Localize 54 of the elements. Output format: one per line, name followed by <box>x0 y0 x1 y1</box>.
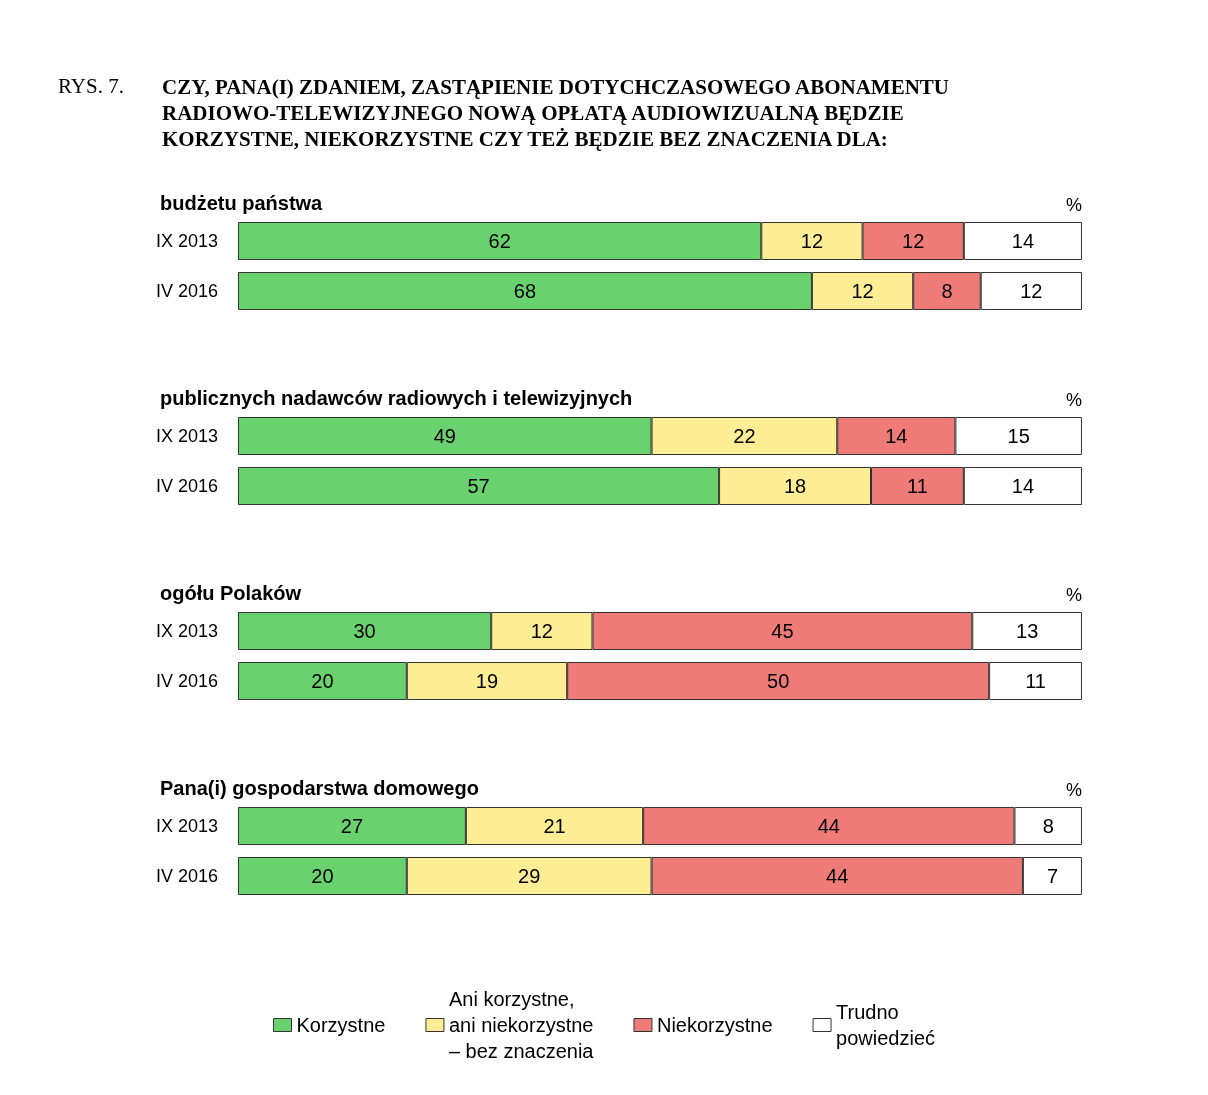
data-label: 44 <box>817 815 840 837</box>
y-tick-label: IX 2013 <box>155 231 218 251</box>
y-tick-label: IV 2016 <box>155 476 218 496</box>
data-label: 12 <box>800 230 824 252</box>
data-label: 15 <box>1007 425 1030 447</box>
data-label: 14 <box>885 425 908 447</box>
data-label: 12 <box>902 230 925 252</box>
data-label: 49 <box>433 425 456 447</box>
y-tick-label: IV 2016 <box>155 671 218 691</box>
data-label: 22 <box>733 425 756 447</box>
data-label: 14 <box>1011 475 1035 497</box>
data-label: 20 <box>311 670 334 692</box>
data-label: 18 <box>783 475 807 497</box>
text: % <box>1066 195 1083 215</box>
legend-label: Ani korzystne, ani niekorzystne – bez znaczenia <box>448 988 595 1062</box>
y-tick-label: IX 2013 <box>155 816 218 836</box>
data-label: 21 <box>543 815 566 837</box>
data-label: 50 <box>767 670 790 692</box>
data-label: 45 <box>771 620 794 642</box>
chart-subtitle: budżetu państwa <box>160 192 324 214</box>
chart-subtitle: Pana(i) gospodarstwa domowego <box>160 777 479 799</box>
data-label: 11 <box>1025 670 1046 692</box>
data-label: 57 <box>467 475 490 497</box>
legend-label: Niekorzystne <box>656 1014 773 1036</box>
data-label: 14 <box>1011 230 1035 252</box>
data-label: 12 <box>530 620 553 642</box>
data-label: 11 <box>907 475 928 497</box>
data-label: 62 <box>488 230 511 252</box>
data-label: 12 <box>851 280 874 302</box>
text: % <box>1066 390 1083 410</box>
data-label: 68 <box>513 280 537 302</box>
data-label: 27 <box>340 815 364 837</box>
chart-subtitle: ogółu Polaków <box>160 582 302 604</box>
data-label: 30 <box>353 620 376 642</box>
text: RYS. 7. <box>58 74 124 99</box>
y-tick-label: IX 2013 <box>155 621 218 641</box>
legend-label: Trudno powiedzieć <box>836 1001 936 1049</box>
data-label: 8 <box>941 280 953 302</box>
y-tick-label: IV 2016 <box>155 281 218 301</box>
data-label: 12 <box>1020 280 1043 302</box>
data-label: 8 <box>1042 815 1054 837</box>
text: % <box>1066 585 1083 605</box>
y-tick-label: IV 2016 <box>155 866 218 886</box>
y-tick-label: IX 2013 <box>155 426 218 446</box>
data-label: 7 <box>1046 865 1059 887</box>
data-label: 19 <box>475 670 499 692</box>
chart-title: CZY, PANA(I) ZDANIEM, ZASTĄPIENIE DOTYCHCZASOWEGO ABONAMENTU RADIOWO-TELEWIZYJNEGO NOWĄ OPŁATĄ AUDIOWIZUALNĄ BĘDZIE KORZYSTNE, NIEKORZYSTNE CZY TEŻ BĘDZIE BEZ ZNACZENIA DLA: <box>162 74 950 152</box>
data-label: 20 <box>311 865 334 887</box>
data-label: 44 <box>826 865 849 887</box>
text: % <box>1066 780 1083 800</box>
chart-subtitle: publicznych nadawców radiowych i telewizyjnych <box>160 387 633 409</box>
legend-label: Korzystne <box>296 1014 386 1036</box>
data-label: 29 <box>518 865 541 887</box>
data-label: 13 <box>1016 620 1039 642</box>
